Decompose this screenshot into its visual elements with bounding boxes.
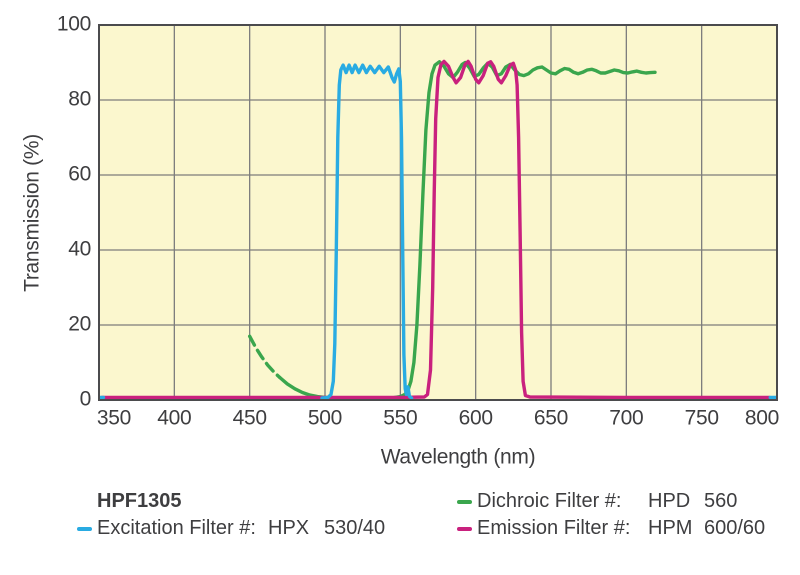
legend-code: HPM <box>648 517 693 539</box>
svg-text:500: 500 <box>308 407 342 430</box>
y-axis-tick-labels: 0 20 40 60 80 100 <box>57 13 91 411</box>
legend-code: HPD <box>648 490 691 512</box>
excitation-dash-icon <box>77 526 92 531</box>
svg-text:700: 700 <box>609 407 643 430</box>
svg-text:0: 0 <box>80 388 91 411</box>
legend-right-block: Dichroic Filter #: HPD 560 Emission Filt… <box>457 488 765 542</box>
legend-label: Dichroic Filter #: <box>477 490 622 512</box>
transmission-chart: 350 400 450 500 550 600 650 700 750 800 0 20 40 60 80… <box>21 13 780 469</box>
svg-text:650: 650 <box>534 407 568 430</box>
emission-dash-icon <box>457 526 472 531</box>
svg-text:100: 100 <box>57 13 91 36</box>
svg-text:750: 750 <box>685 407 719 430</box>
legend-item-emission: Emission Filter #: HPM 600/60 <box>457 515 765 542</box>
legend-label: Emission Filter #: <box>477 517 631 539</box>
svg-text:450: 450 <box>233 407 267 430</box>
legend-item-dichroic: Dichroic Filter #: HPD 560 <box>457 488 765 515</box>
svg-text:40: 40 <box>68 238 91 261</box>
filter-set-title: HPF1305 <box>97 490 182 512</box>
svg-text:60: 60 <box>68 163 91 186</box>
x-axis-title: Wavelength (nm) <box>381 446 536 469</box>
x-axis-tick-labels: 350 400 450 500 550 600 650 700 750 800 <box>97 407 779 430</box>
legend-item-excitation: Excitation Filter #: HPX 530/40 <box>77 515 385 542</box>
svg-text:350: 350 <box>97 407 131 430</box>
chart-area: 350 400 450 500 550 600 650 700 750 800 0 20 40 60 80… <box>21 13 780 469</box>
svg-text:600: 600 <box>459 407 493 430</box>
gridlines <box>99 25 777 400</box>
svg-text:400: 400 <box>157 407 191 430</box>
legend-left-block: HPF1305 Excitation Filter #: HPX 530/40 <box>77 488 385 542</box>
svg-text:550: 550 <box>383 407 417 430</box>
y-axis-title: Transmission (%) <box>21 134 44 292</box>
plot-frame <box>98 24 778 401</box>
svg-text:20: 20 <box>68 313 91 336</box>
svg-text:80: 80 <box>68 88 91 111</box>
legend-code: HPX <box>268 517 310 539</box>
dichroic-dash-icon <box>457 499 472 504</box>
legend-value: 600/60 <box>704 517 766 539</box>
legend-label: Excitation Filter #: <box>97 517 256 539</box>
legend-value: 560 <box>704 490 738 512</box>
legend-value: 530/40 <box>324 517 386 539</box>
svg-text:800: 800 <box>745 407 779 430</box>
